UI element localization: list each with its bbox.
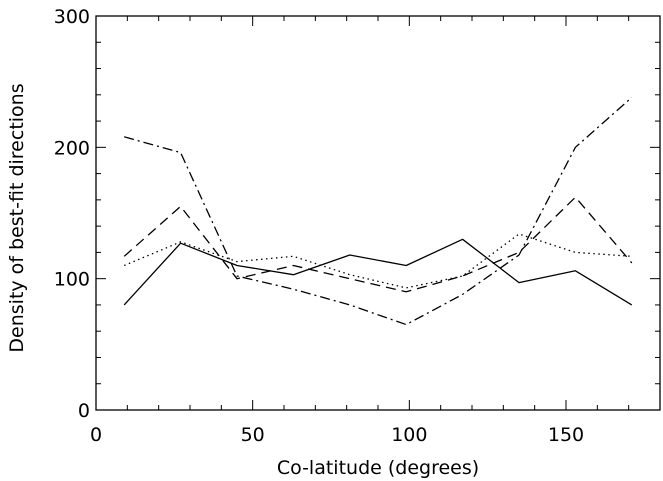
plot-frame — [95, 15, 661, 411]
series-line-dash-dot — [124, 96, 633, 326]
y-tick-label: 0 — [78, 400, 90, 422]
series-line-dashed — [123, 196, 633, 293]
series-line-dotted — [123, 233, 632, 289]
x-tick-label: 100 — [391, 424, 427, 446]
y-tick-label: 100 — [54, 269, 90, 291]
y-tick-label: 300 — [54, 6, 90, 28]
y-tick-label: 200 — [54, 137, 90, 159]
x-tick-label: 150 — [548, 424, 584, 446]
series-layer — [123, 96, 633, 326]
y-axis-label: Density of best-fit directions — [6, 83, 28, 352]
x-tick-label: 0 — [90, 424, 102, 446]
series-line-solid — [123, 238, 633, 306]
x-axis-label: Co-latitude (degrees) — [277, 457, 479, 479]
labels: Co-latitude (degrees) Density of best-fi… — [6, 83, 479, 479]
axes: 0 50 100 150 0 100 200 300 — [54, 6, 661, 446]
x-tick-label: 50 — [241, 424, 265, 446]
